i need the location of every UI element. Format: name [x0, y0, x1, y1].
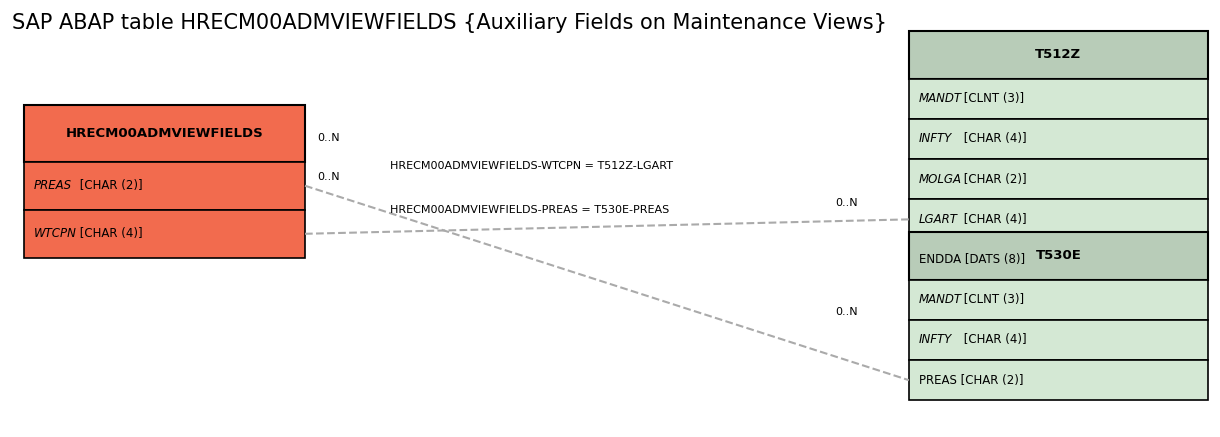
Text: MANDT: MANDT	[919, 92, 961, 105]
Text: WTCPN: WTCPN	[34, 227, 77, 240]
Text: [CHAR (2)]: [CHAR (2)]	[960, 173, 1027, 186]
Text: HRECM00ADMVIEWFIELDS: HRECM00ADMVIEWFIELDS	[66, 127, 264, 140]
FancyBboxPatch shape	[909, 159, 1208, 199]
FancyBboxPatch shape	[24, 210, 305, 258]
Text: T512Z: T512Z	[1036, 48, 1081, 61]
Text: 0..N: 0..N	[317, 172, 340, 182]
Text: INFTY: INFTY	[919, 132, 952, 146]
Text: 0..N: 0..N	[836, 198, 859, 208]
FancyBboxPatch shape	[909, 239, 1208, 280]
FancyBboxPatch shape	[909, 31, 1208, 79]
Text: HRECM00ADMVIEWFIELDS-PREAS = T530E-PREAS: HRECM00ADMVIEWFIELDS-PREAS = T530E-PREAS	[390, 205, 670, 215]
Text: 0..N: 0..N	[317, 133, 340, 142]
FancyBboxPatch shape	[909, 280, 1208, 320]
Text: [CHAR (4)]: [CHAR (4)]	[76, 227, 143, 240]
Text: PREAS [CHAR (2)]: PREAS [CHAR (2)]	[919, 374, 1024, 387]
FancyBboxPatch shape	[909, 79, 1208, 119]
Text: ENDDA [DATS (8)]: ENDDA [DATS (8)]	[919, 253, 1025, 266]
FancyBboxPatch shape	[909, 199, 1208, 239]
Text: INFTY: INFTY	[919, 333, 952, 347]
FancyBboxPatch shape	[909, 360, 1208, 400]
Text: LGART: LGART	[919, 213, 958, 226]
FancyBboxPatch shape	[24, 162, 305, 210]
Text: [CHAR (4)]: [CHAR (4)]	[960, 333, 1027, 347]
Text: [CLNT (3)]: [CLNT (3)]	[960, 92, 1025, 105]
Text: SAP ABAP table HRECM00ADMVIEWFIELDS {Auxiliary Fields on Maintenance Views}: SAP ABAP table HRECM00ADMVIEWFIELDS {Aux…	[12, 13, 887, 33]
Text: T530E: T530E	[1036, 249, 1081, 262]
FancyBboxPatch shape	[909, 232, 1208, 280]
Text: MANDT: MANDT	[919, 293, 961, 306]
Text: [CHAR (4)]: [CHAR (4)]	[960, 213, 1027, 226]
Text: 0..N: 0..N	[836, 308, 859, 317]
Text: [CLNT (3)]: [CLNT (3)]	[960, 293, 1025, 306]
Text: HRECM00ADMVIEWFIELDS-WTCPN = T512Z-LGART: HRECM00ADMVIEWFIELDS-WTCPN = T512Z-LGART	[390, 161, 673, 171]
FancyBboxPatch shape	[909, 119, 1208, 159]
Text: PREAS: PREAS	[34, 179, 72, 192]
Text: MOLGA: MOLGA	[919, 173, 961, 186]
FancyBboxPatch shape	[24, 105, 305, 162]
Text: [CHAR (2)]: [CHAR (2)]	[76, 179, 143, 192]
Text: [CHAR (4)]: [CHAR (4)]	[960, 132, 1027, 146]
FancyBboxPatch shape	[909, 320, 1208, 360]
